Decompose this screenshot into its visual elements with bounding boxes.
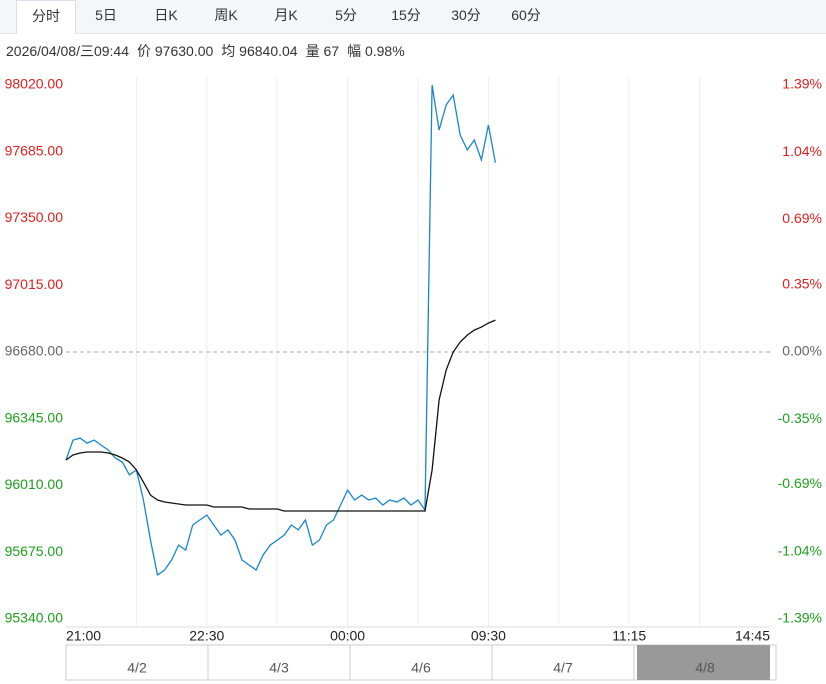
tab[interactable]: 日K [154, 7, 178, 23]
tab[interactable]: 周K [214, 7, 238, 23]
x-tick-label: 00:00 [330, 628, 365, 644]
y2-tick-label: -0.35% [778, 410, 822, 426]
y-tick-label: 95675.00 [5, 543, 64, 559]
navigator-label: 4/7 [553, 660, 573, 676]
info-item: 量 67 [305, 43, 340, 59]
y-tick-label: 96680.00 [5, 343, 64, 359]
navigator-label: 4/3 [269, 660, 289, 676]
y2-tick-label: -1.04% [778, 542, 822, 558]
x-tick-label: 11:15 [612, 628, 646, 644]
y2-tick-label: 0.35% [782, 275, 822, 291]
x-tick-label: 14:45 [735, 628, 770, 644]
y2-tick-label: -0.69% [778, 475, 822, 491]
tab[interactable]: 5日 [95, 7, 117, 23]
tab[interactable]: 5分 [335, 7, 357, 23]
series-line [65, 84, 497, 577]
y2-tick-label: 1.39% [782, 76, 822, 92]
info-item: 幅 0.98% [347, 43, 405, 59]
navigator-label: 4/6 [411, 660, 431, 676]
info-item: 均 96840.04 [221, 43, 298, 59]
y-tick-label: 96010.00 [5, 476, 64, 492]
tab[interactable]: 60分 [511, 7, 541, 23]
y-tick-label: 97350.00 [5, 209, 64, 225]
y2-tick-label: 0.00% [782, 343, 822, 359]
y-tick-label: 97015.00 [5, 276, 64, 292]
y-tick-label: 95340.00 [5, 610, 64, 626]
tab[interactable]: 分时 [16, 0, 76, 34]
info-line: 2026/04/08/三09:44 价 97630.00 均 96840.04 量 6… [6, 41, 413, 61]
navigator-label: 4/2 [127, 660, 147, 676]
y-tick-label: 98020.00 [5, 76, 64, 92]
y-tick-label: 96345.00 [5, 409, 64, 425]
tab-bar: 分时 5日 日K 周K 月K 5分 15分 30分 60分 [0, 0, 826, 34]
tab[interactable]: 月K [274, 7, 298, 23]
info-item: 价 97630.00 [137, 43, 214, 59]
navigator-window[interactable] [637, 645, 770, 680]
x-tick-label: 21:00 [66, 628, 101, 644]
tab[interactable]: 15分 [391, 7, 421, 23]
info-item: 2026/04/08/三09:44 [6, 43, 129, 59]
y2-tick-label: 1.04% [782, 143, 822, 159]
y2-tick-label: -1.39% [778, 610, 822, 626]
y-tick-label: 97685.00 [5, 142, 64, 158]
series-line [65, 319, 496, 512]
y2-tick-label: 0.69% [782, 210, 822, 226]
x-tick-label: 22:30 [189, 628, 224, 644]
navigator-label: 4/8 [695, 660, 715, 676]
x-tick-label: 09:30 [471, 628, 506, 644]
tab[interactable]: 30分 [451, 7, 481, 23]
